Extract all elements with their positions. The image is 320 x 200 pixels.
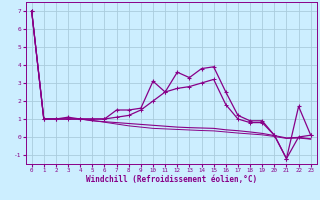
- X-axis label: Windchill (Refroidissement éolien,°C): Windchill (Refroidissement éolien,°C): [86, 175, 257, 184]
